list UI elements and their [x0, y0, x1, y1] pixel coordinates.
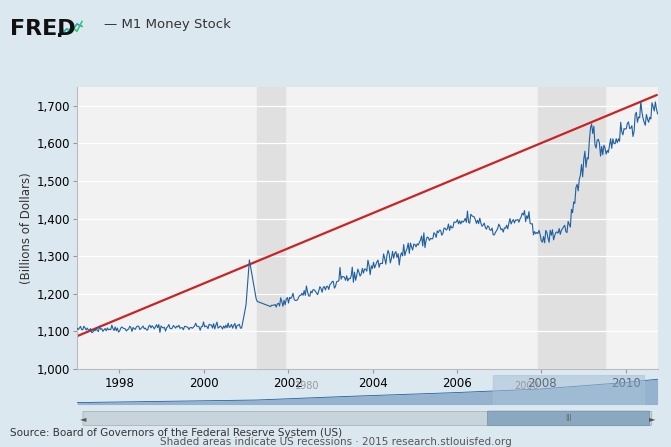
Y-axis label: (Billions of Dollars): (Billions of Dollars)	[19, 172, 33, 284]
Text: Source: Board of Governors of the Federal Reserve System (US): Source: Board of Governors of the Federa…	[10, 428, 342, 438]
Bar	[256, 87, 285, 369]
Text: ◄: ◄	[80, 414, 86, 423]
Text: Shaded areas indicate US recessions · 2015 research.stlouisfed.org: Shaded areas indicate US recessions · 20…	[160, 437, 511, 447]
Bar	[538, 87, 605, 369]
Text: .: .	[56, 22, 63, 41]
Text: ►: ►	[649, 414, 655, 423]
Text: FRED: FRED	[10, 19, 76, 39]
FancyBboxPatch shape	[488, 411, 650, 426]
Text: III: III	[565, 414, 572, 423]
Text: 1980: 1980	[295, 380, 319, 391]
FancyBboxPatch shape	[83, 411, 652, 426]
Text: 2000: 2000	[514, 380, 539, 391]
Text: — M1 Money Stock: — M1 Money Stock	[104, 18, 231, 31]
Bar	[493, 375, 644, 405]
